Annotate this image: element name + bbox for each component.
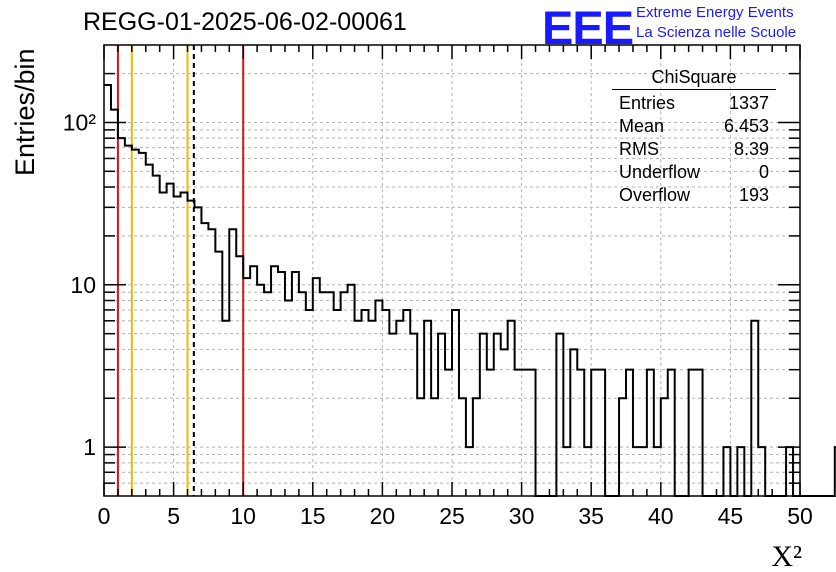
- x-tick-label: 35: [578, 503, 604, 529]
- y-tick-label: 10: [70, 272, 96, 298]
- x-tick-label: 10: [230, 503, 256, 529]
- logo-subtitle-2: La Scienza nelle Scuole: [636, 24, 797, 41]
- stats-row-entries: Entries 1337: [612, 92, 776, 115]
- marker-lines: [116, 45, 245, 496]
- axis-ticks: [103, 45, 801, 496]
- x-axis-label: Χ²: [771, 540, 802, 572]
- stats-label: RMS: [619, 139, 659, 159]
- x-tick-label: 30: [509, 503, 535, 529]
- x-tick-label: 40: [648, 503, 674, 529]
- y-tick-label: 1: [83, 434, 96, 460]
- histogram-series: [104, 84, 836, 497]
- x-tick-label: 45: [718, 503, 744, 529]
- y-axis-label: Entries/bin: [10, 48, 40, 176]
- x-tick-label: 25: [439, 503, 465, 529]
- x-tick-label: 20: [370, 503, 396, 529]
- stats-row-rms: RMS 8.39: [612, 138, 776, 161]
- stats-value: 193: [738, 185, 769, 205]
- stats-row-mean: Mean 6.453: [612, 115, 776, 138]
- y-tick-labels: 1 10 10²: [63, 109, 97, 460]
- x-tick-label: 15: [300, 503, 326, 529]
- x-tick-label: 0: [98, 503, 111, 529]
- stats-label: Overflow: [619, 185, 691, 205]
- stats-box: ChiSquare Entries 1337 Mean 6.453 RMS 8.39 …: [612, 65, 776, 207]
- stats-value: 1337: [728, 93, 769, 113]
- eee-logo: EEE: [542, 1, 634, 54]
- stats-value: 0: [758, 162, 769, 182]
- stats-title: ChiSquare: [612, 65, 776, 90]
- stats-label: Entries: [619, 93, 676, 113]
- logo-subtitle-1: Extreme Energy Events: [636, 4, 794, 21]
- x-tick-labels: 0 5 10 15 20 25 30 35 40 45 50: [98, 503, 813, 529]
- stats-label: Underflow: [619, 162, 701, 182]
- y-tick-label: 10²: [63, 109, 97, 135]
- x-tick-label: 5: [167, 503, 180, 529]
- stats-value: 6.453: [723, 116, 769, 136]
- stats-value: 8.39: [733, 139, 769, 159]
- stats-row-overflow: Overflow 193: [612, 184, 776, 207]
- stats-label: Mean: [619, 116, 665, 136]
- stats-row-underflow: Underflow 0: [612, 161, 776, 184]
- plot-title: REGG-01-2025-06-02-00061: [83, 8, 407, 36]
- x-tick-label: 50: [787, 503, 813, 529]
